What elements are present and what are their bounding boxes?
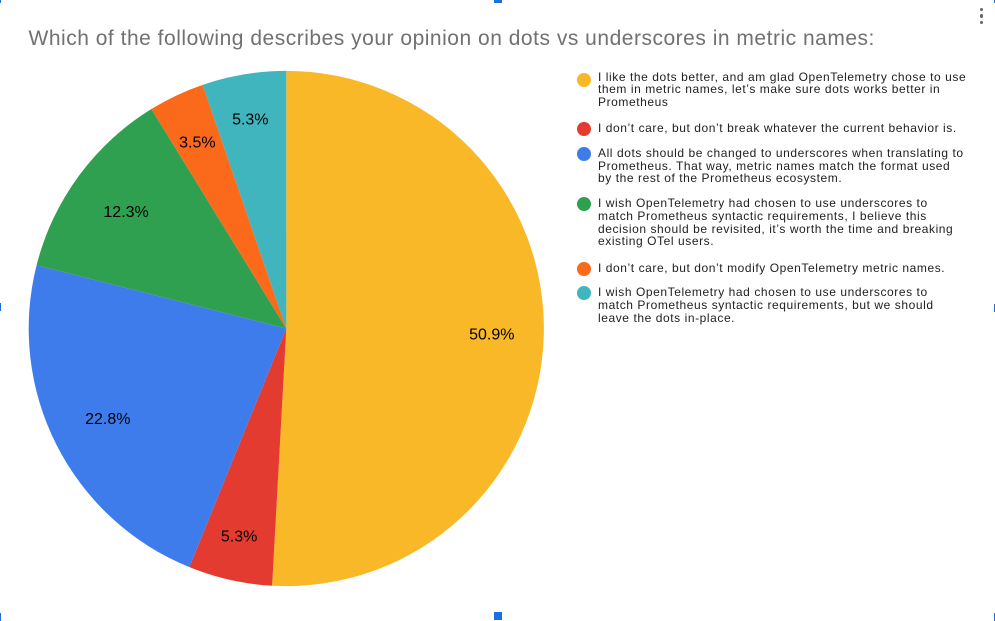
svg-text:12.3%: 12.3% [103, 204, 148, 221]
svg-text:5.3%: 5.3% [232, 111, 268, 128]
svg-text:50.9%: 50.9% [469, 326, 514, 343]
svg-text:5.3%: 5.3% [221, 529, 257, 546]
svg-text:3.5%: 3.5% [179, 135, 215, 152]
svg-text:22.8%: 22.8% [85, 411, 130, 428]
